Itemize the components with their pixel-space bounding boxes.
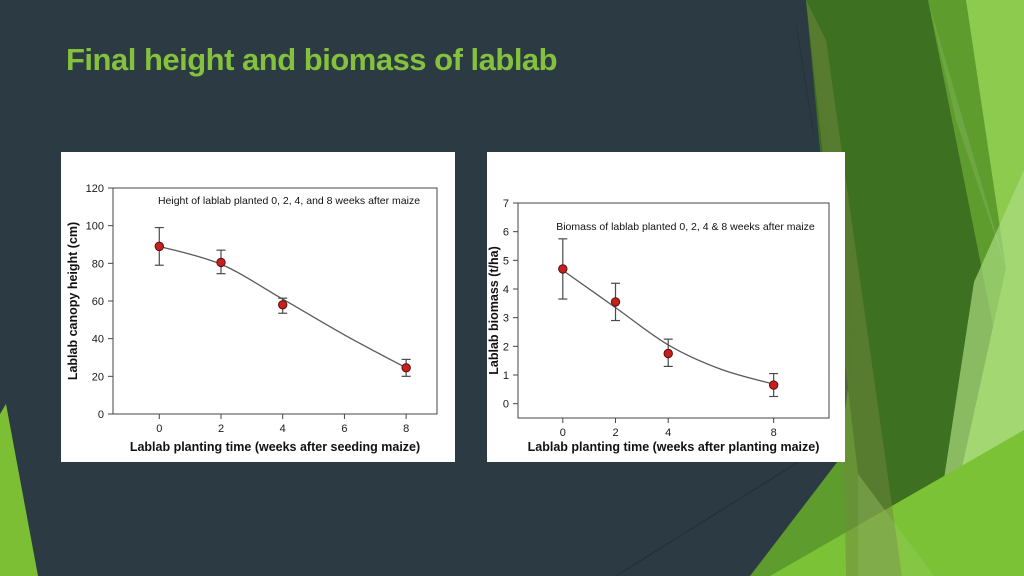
svg-text:2: 2 <box>612 427 618 439</box>
svg-text:100: 100 <box>86 221 104 233</box>
svg-text:3: 3 <box>503 313 509 325</box>
svg-text:0: 0 <box>503 399 509 411</box>
svg-text:0: 0 <box>560 427 566 439</box>
svg-text:1: 1 <box>503 370 509 382</box>
svg-text:Lablab canopy height (cm): Lablab canopy height (cm) <box>66 222 80 380</box>
svg-text:2: 2 <box>503 341 509 353</box>
svg-text:Lablab biomass (t/ha): Lablab biomass (t/ha) <box>487 246 501 375</box>
svg-text:60: 60 <box>92 296 104 308</box>
svg-text:0: 0 <box>156 423 162 435</box>
svg-text:Lablab planting time (weeks af: Lablab planting time (weeks after planti… <box>528 440 820 454</box>
svg-text:4: 4 <box>280 423 286 435</box>
svg-text:20: 20 <box>92 371 104 383</box>
svg-text:Height of lablab planted 0, 2,: Height of lablab planted 0, 2, 4, and 8 … <box>158 195 420 207</box>
svg-text:0: 0 <box>98 409 104 421</box>
svg-text:4: 4 <box>503 284 509 296</box>
svg-text:Biomass of lablab planted 0, 2: Biomass of lablab planted 0, 2, 4 & 8 we… <box>556 221 815 233</box>
svg-text:4: 4 <box>665 427 671 439</box>
height-chart-panel: 0 2 4 6 8 0 20 40 60 80 100 120 Height of lablab pla… <box>61 152 455 462</box>
slide-title: Final height and biomass of lablab <box>66 42 558 77</box>
svg-text:Lablab planting time (weeks af: Lablab planting time (weeks after seedin… <box>130 440 420 454</box>
biomass-chart: 0 2 4 8 0 1 2 3 4 5 6 7 Biomass of lablab planted 0,… <box>487 198 830 454</box>
svg-text:5: 5 <box>503 255 509 267</box>
svg-text:80: 80 <box>92 258 104 270</box>
biomass-chart-panel: 0 2 4 8 0 1 2 3 4 5 6 7 Biomass of lablab planted 0,… <box>487 152 845 462</box>
svg-text:8: 8 <box>403 423 409 435</box>
svg-text:7: 7 <box>503 198 509 210</box>
svg-text:120: 120 <box>86 183 104 195</box>
svg-text:2: 2 <box>218 423 224 435</box>
svg-text:8: 8 <box>771 427 777 439</box>
svg-text:40: 40 <box>92 334 104 346</box>
svg-text:6: 6 <box>341 423 347 435</box>
svg-text:6: 6 <box>503 227 509 239</box>
